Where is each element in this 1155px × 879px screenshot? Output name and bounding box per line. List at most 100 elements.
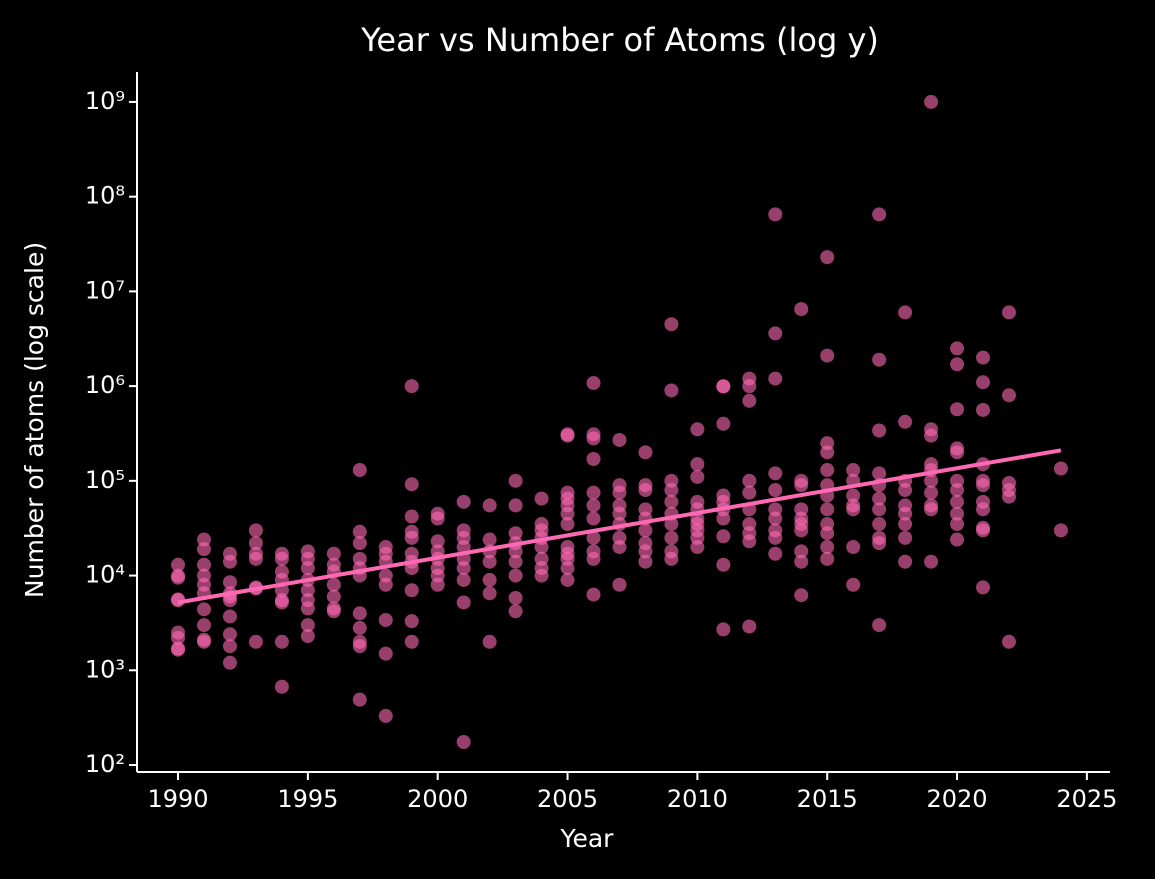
x-tick-label: 1995	[277, 785, 338, 813]
point	[456, 540, 471, 555]
y-tick-label: 10⁷	[85, 276, 125, 304]
point	[950, 445, 965, 460]
point	[456, 561, 471, 576]
point	[690, 540, 705, 555]
point	[404, 634, 419, 649]
point	[560, 572, 575, 587]
point	[352, 606, 367, 621]
point	[872, 352, 887, 367]
point	[508, 473, 523, 488]
point	[638, 483, 653, 498]
point	[248, 523, 263, 538]
point	[534, 568, 549, 583]
point	[924, 485, 939, 500]
point	[196, 602, 211, 617]
point	[820, 348, 835, 363]
point	[872, 466, 887, 481]
point	[794, 554, 809, 569]
point	[196, 542, 211, 557]
chart-title: Year vs Number of Atoms (log y)	[360, 21, 879, 59]
point	[508, 554, 523, 569]
x-axis-label: Year	[560, 824, 615, 853]
point	[508, 590, 523, 605]
point	[664, 517, 679, 532]
point	[378, 612, 393, 627]
point	[924, 94, 939, 109]
point	[1001, 305, 1016, 320]
point	[898, 483, 913, 498]
x-tick-label: 2020	[927, 785, 988, 813]
point	[171, 630, 186, 645]
point	[690, 457, 705, 472]
point	[248, 634, 263, 649]
point	[898, 554, 913, 569]
point	[820, 463, 835, 478]
point	[742, 379, 757, 394]
x-tick-label: 1990	[147, 785, 208, 813]
point	[820, 526, 835, 541]
point	[352, 692, 367, 707]
x-tick-label: 2010	[667, 785, 728, 813]
point	[664, 483, 679, 498]
point	[352, 463, 367, 478]
point	[508, 604, 523, 619]
point	[664, 317, 679, 332]
point	[482, 498, 497, 513]
point	[950, 357, 965, 372]
point	[1001, 634, 1016, 649]
point	[794, 523, 809, 538]
point	[716, 511, 731, 526]
point	[560, 506, 575, 521]
point	[794, 478, 809, 493]
point	[508, 568, 523, 583]
point	[196, 532, 211, 547]
point	[404, 509, 419, 524]
point	[872, 536, 887, 551]
point	[716, 416, 731, 431]
point	[716, 379, 731, 394]
point	[456, 735, 471, 750]
point	[872, 618, 887, 633]
point	[171, 557, 186, 572]
point	[1053, 523, 1068, 538]
point	[300, 583, 315, 598]
point	[612, 577, 627, 592]
y-tick-label: 10²	[85, 750, 125, 778]
point	[872, 517, 887, 532]
point	[820, 540, 835, 555]
point	[768, 207, 783, 222]
point	[638, 445, 653, 460]
point	[638, 554, 653, 569]
point	[222, 655, 237, 670]
y-tick-label: 10⁴	[85, 561, 125, 589]
point	[898, 506, 913, 521]
point	[326, 589, 341, 604]
point	[950, 517, 965, 532]
point	[222, 554, 237, 569]
point	[430, 511, 445, 526]
point	[248, 536, 263, 551]
point	[716, 622, 731, 637]
point	[586, 431, 601, 446]
point	[950, 483, 965, 498]
point	[404, 379, 419, 394]
point	[586, 485, 601, 500]
point	[742, 473, 757, 488]
point	[274, 595, 289, 610]
point	[171, 570, 186, 585]
point	[404, 477, 419, 492]
point	[456, 572, 471, 587]
point	[430, 577, 445, 592]
point	[560, 561, 575, 576]
point	[300, 618, 315, 633]
point	[872, 423, 887, 438]
point	[898, 530, 913, 545]
point	[222, 575, 237, 590]
point	[898, 517, 913, 532]
point	[794, 588, 809, 603]
point	[222, 639, 237, 654]
point	[586, 551, 601, 566]
point	[768, 483, 783, 498]
point	[482, 634, 497, 649]
